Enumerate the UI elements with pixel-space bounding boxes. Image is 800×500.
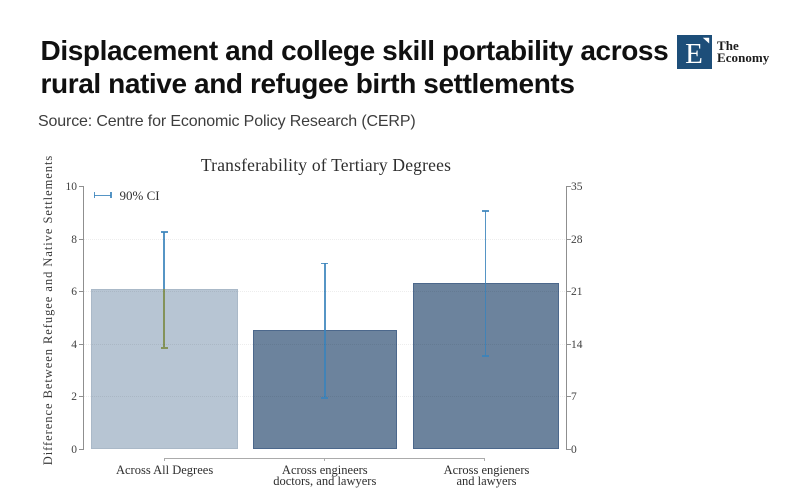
svg-text:E: E [685, 38, 703, 69]
